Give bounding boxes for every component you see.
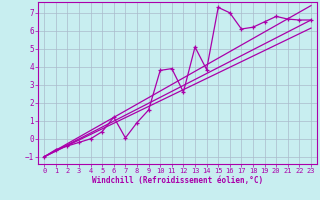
X-axis label: Windchill (Refroidissement éolien,°C): Windchill (Refroidissement éolien,°C) [92, 176, 263, 185]
